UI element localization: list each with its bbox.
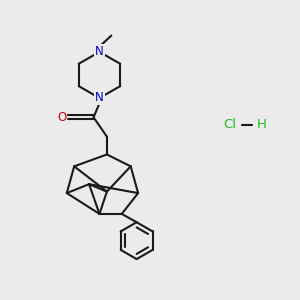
Text: N: N [95,92,104,104]
Text: O: O [57,111,66,124]
Text: Cl: Cl [224,118,237,131]
Text: N: N [95,45,104,58]
Text: H: H [256,118,266,131]
